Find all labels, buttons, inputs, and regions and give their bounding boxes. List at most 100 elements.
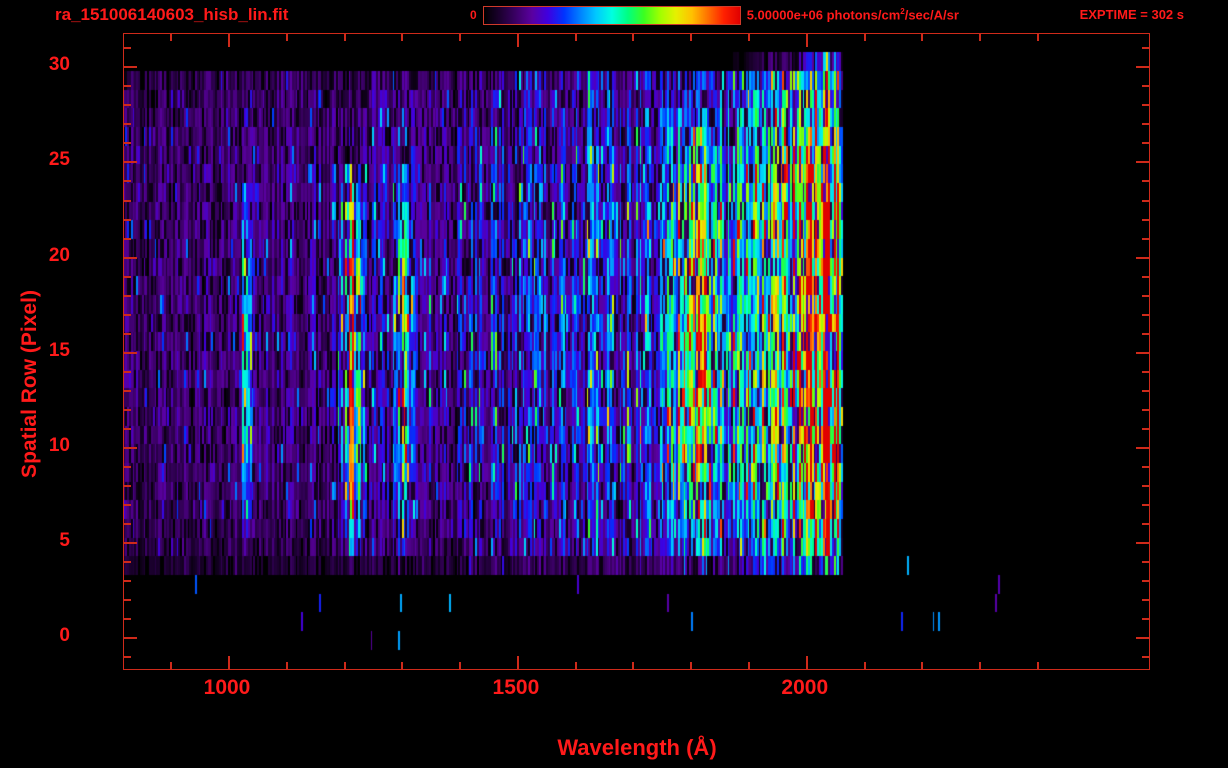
exptime-label: EXPTIME = 302 s <box>1079 7 1184 22</box>
axis-tick <box>921 662 924 669</box>
axis-tick <box>1142 370 1149 373</box>
axis-tick <box>124 541 137 544</box>
axis-tick <box>124 180 131 183</box>
axis-tick <box>124 579 131 582</box>
y-axis-title: Spatial Row (Pixel) <box>18 290 41 478</box>
axis-tick <box>1142 85 1149 88</box>
axis-tick <box>748 662 750 669</box>
page-title: ra_151006140603_hisb_lin.fit <box>55 5 289 24</box>
axis-tick <box>1142 618 1149 621</box>
axis-tick <box>285 662 288 669</box>
axis-tick <box>1142 142 1149 145</box>
axis-tick <box>124 313 131 316</box>
axis-tick <box>632 662 635 669</box>
axis-tick <box>516 34 519 47</box>
axis-tick <box>1142 503 1149 506</box>
axis-tick <box>1142 123 1149 126</box>
axis-tick <box>343 34 346 41</box>
axis-tick <box>124 85 131 88</box>
colorbar-max-label: 5.00000e+06 photons/cm2/sec/A/sr <box>747 7 959 23</box>
axis-tick <box>690 662 693 669</box>
axis-tick <box>1136 161 1149 164</box>
axis-tick <box>1142 332 1149 335</box>
colorbar-units-exponent: 2 <box>900 7 905 17</box>
axis-tick <box>124 503 131 506</box>
axis-tick <box>1142 47 1149 50</box>
axis-tick <box>124 104 131 107</box>
axis-tick <box>1142 104 1149 107</box>
axis-tick <box>124 522 131 525</box>
axis-tick <box>124 598 131 601</box>
axis-tick <box>1142 313 1149 316</box>
axis-tick <box>1136 351 1149 354</box>
x-tick-label: 1000 <box>203 676 251 699</box>
axis-tick <box>124 408 131 411</box>
axis-tick <box>401 34 404 41</box>
axis-tick <box>124 484 131 487</box>
axis-tick <box>921 34 924 41</box>
axis-tick <box>124 237 131 240</box>
axis-tick <box>1142 237 1149 240</box>
y-tick-label: 30 <box>48 54 70 76</box>
x-tick-label: 2000 <box>781 676 829 699</box>
axis-tick <box>1036 34 1039 41</box>
axis-tick <box>124 256 137 259</box>
axis-tick <box>124 142 131 145</box>
y-tick-label: 5 <box>59 529 70 551</box>
axis-tick <box>748 34 750 41</box>
axis-tick <box>285 34 288 41</box>
axis-tick <box>124 446 137 449</box>
axis-tick <box>1142 180 1149 183</box>
axis-tick <box>805 656 808 669</box>
axis-tick <box>574 662 577 669</box>
axis-tick <box>516 656 519 669</box>
axis-tick <box>170 662 173 669</box>
plot-frame <box>123 33 1150 670</box>
y-tick-label: 10 <box>48 434 70 456</box>
axis-tick <box>1142 408 1149 411</box>
axis-tick <box>124 351 137 354</box>
axis-tick <box>632 34 635 41</box>
axis-tick <box>228 656 230 669</box>
y-tick-label: 0 <box>59 625 70 647</box>
axis-tick <box>979 34 982 41</box>
axis-tick <box>1142 484 1149 487</box>
axis-tick <box>1142 579 1149 582</box>
y-tick-label: 25 <box>48 149 70 171</box>
axis-tick <box>170 34 173 41</box>
axis-tick <box>1142 389 1149 392</box>
axis-tick <box>124 332 131 335</box>
y-tick-label: 15 <box>48 339 70 361</box>
axis-tick <box>1142 465 1149 468</box>
axis-tick <box>690 34 693 41</box>
axis-tick <box>1142 656 1149 659</box>
axis-tick <box>124 618 131 621</box>
axis-tick <box>124 66 137 69</box>
axis-tick <box>574 34 577 41</box>
axis-tick <box>1136 256 1149 259</box>
axis-tick <box>1142 522 1149 525</box>
axis-tick <box>124 370 131 373</box>
axis-tick <box>459 662 462 669</box>
axis-tick <box>1136 637 1149 640</box>
axis-tick <box>863 34 866 41</box>
colorbar-units-rest: /sec/A/sr <box>904 7 959 23</box>
colorbar-min-label: 0 <box>470 8 477 22</box>
axis-tick <box>1136 446 1149 449</box>
axis-tick <box>1142 427 1149 430</box>
axis-tick <box>805 34 808 47</box>
axis-tick <box>1136 66 1149 69</box>
y-tick-label: 20 <box>48 244 70 266</box>
axis-tick <box>124 656 131 659</box>
axis-tick <box>124 637 137 640</box>
axis-tick <box>459 34 462 41</box>
axis-tick <box>124 218 131 221</box>
axis-tick <box>1142 199 1149 202</box>
axis-tick <box>124 389 131 392</box>
x-tick-label: 1500 <box>492 676 540 699</box>
axis-tick <box>343 662 346 669</box>
axis-tick <box>124 123 131 126</box>
axis-tick <box>1142 275 1149 278</box>
axis-tick <box>124 275 131 278</box>
